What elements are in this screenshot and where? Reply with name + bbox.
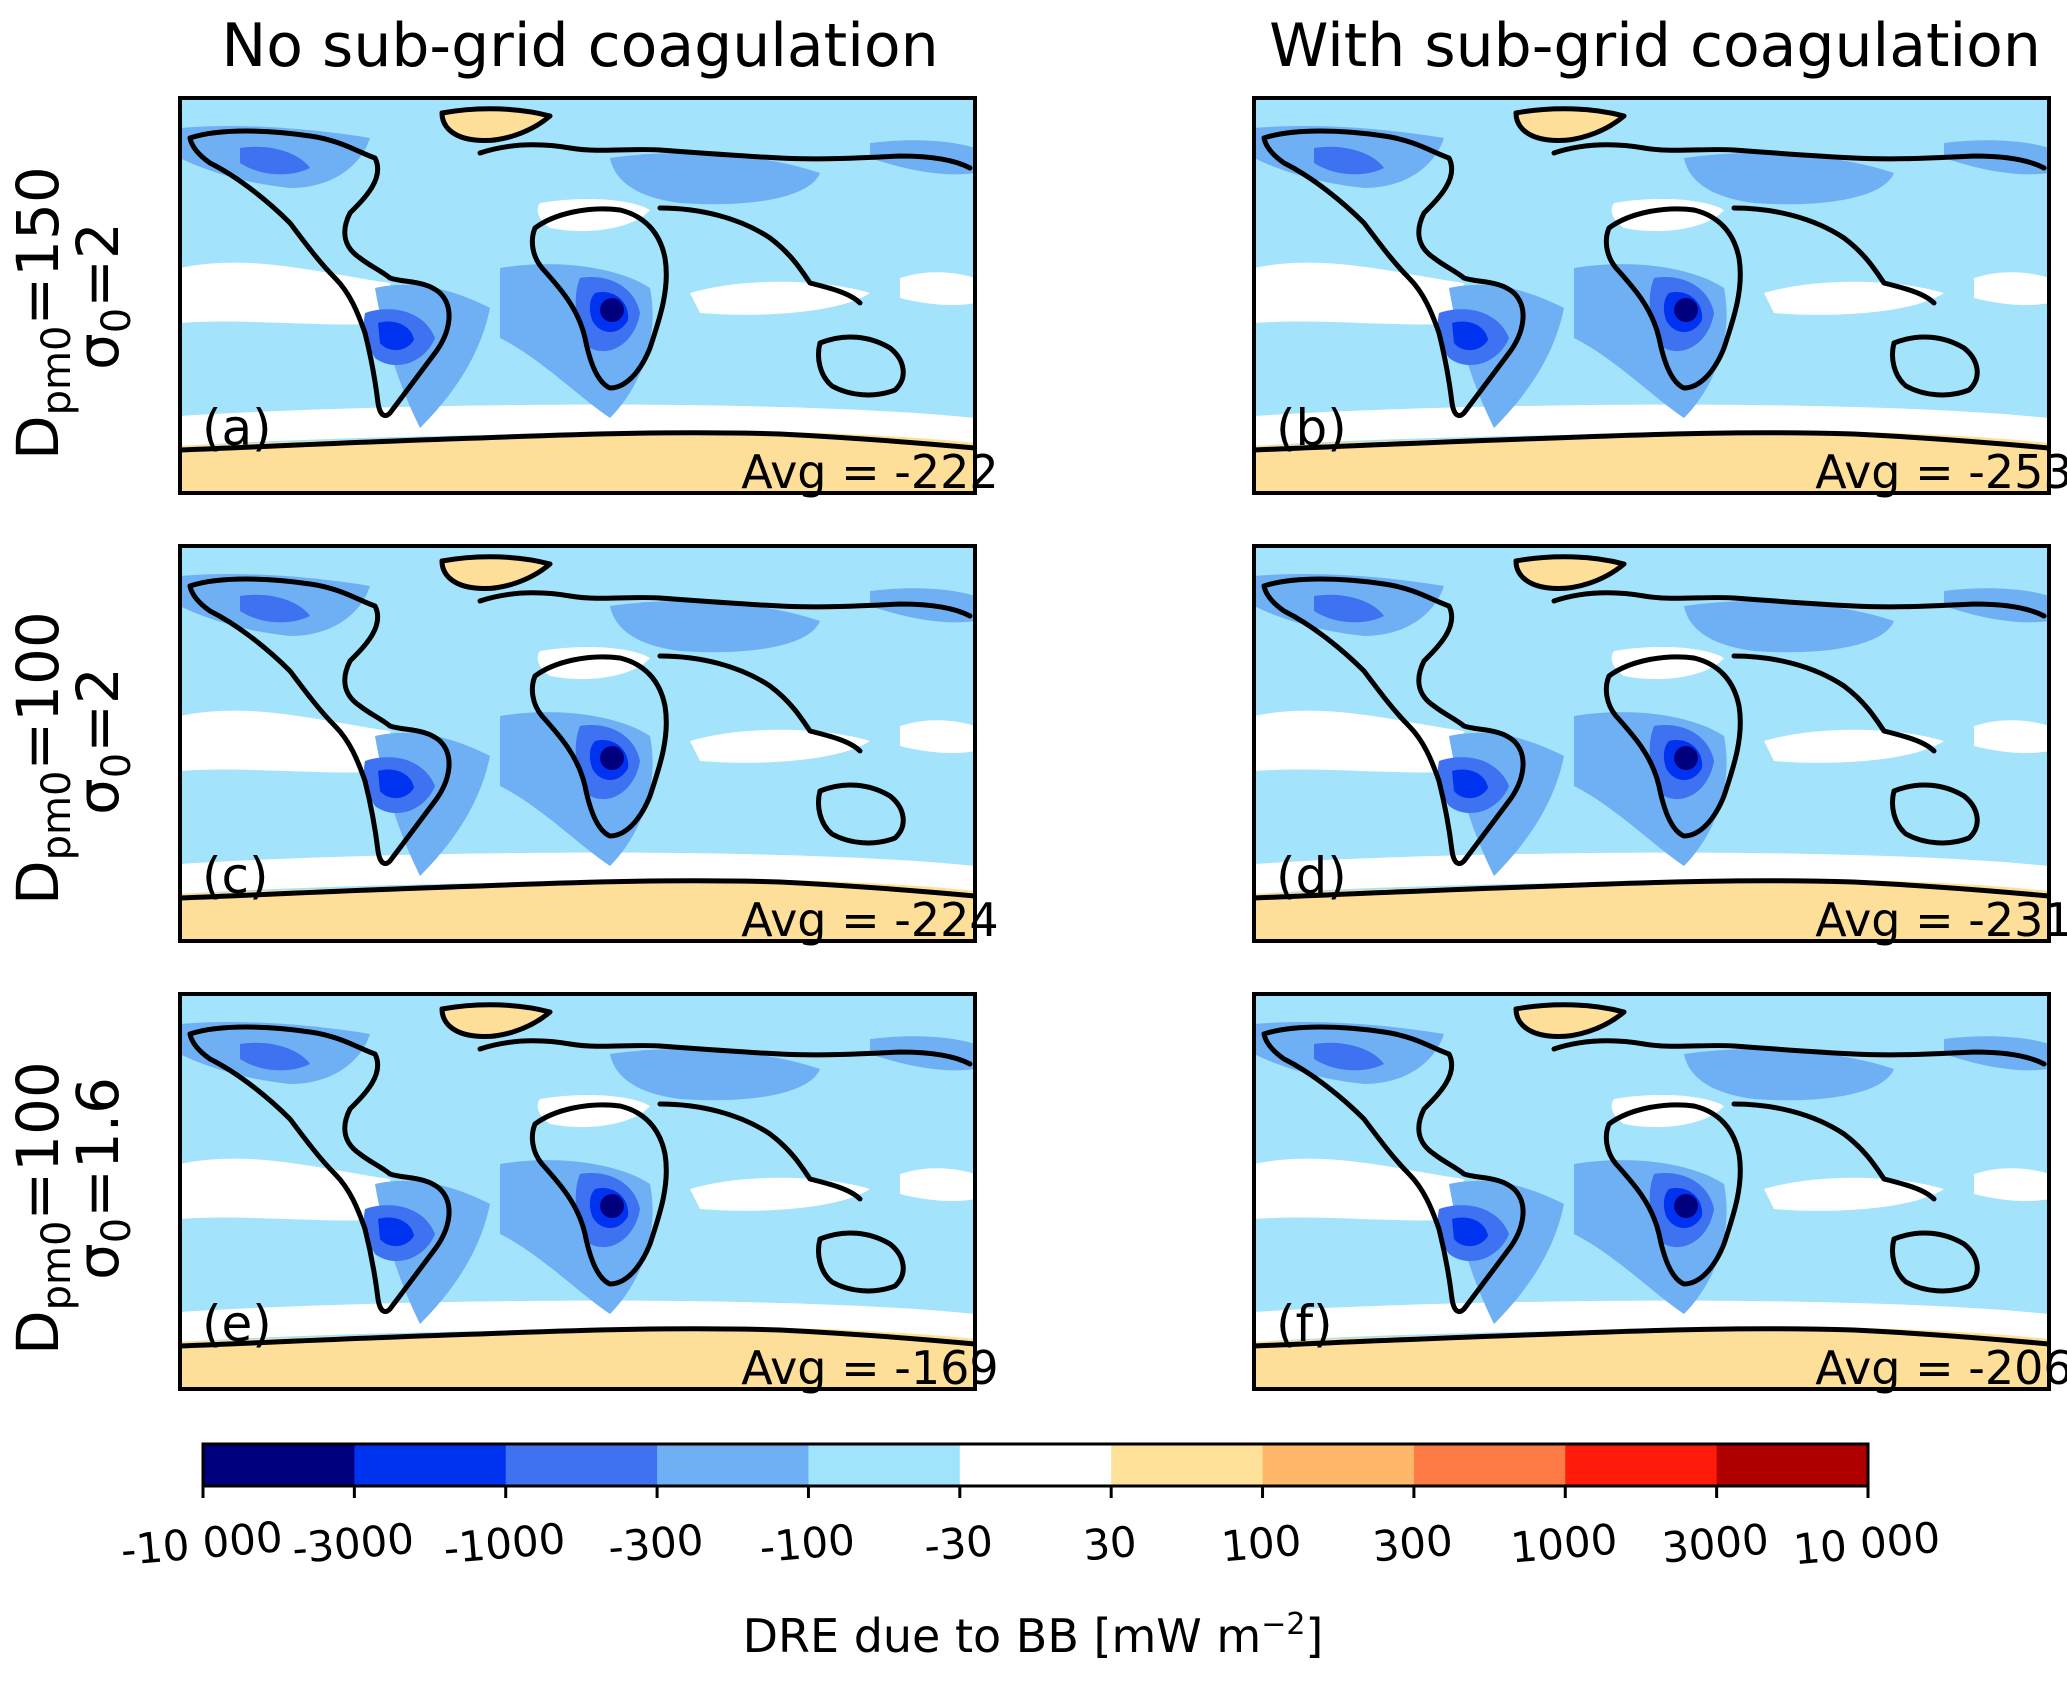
row-label-3: Dpm0=100 σ0=1.6 <box>4 1061 140 1355</box>
avg-value-a: Avg = -222 <box>741 445 998 499</box>
avg-value-f: Avg = -206 <box>1815 1341 2067 1395</box>
colorbar-label: DRE due to BB [mW m−2] <box>743 1607 1324 1663</box>
colorbar-tick-label: 300 <box>1371 1516 1455 1572</box>
svg-text:σ0=1.6: σ0=1.6 <box>64 1077 140 1280</box>
colorbar-swatch <box>657 1444 809 1486</box>
svg-text:Dpm0=100: Dpm0=100 <box>4 611 80 905</box>
colorbar-swatch <box>354 1444 507 1486</box>
svg-text:σ0=2: σ0=2 <box>64 667 140 815</box>
colorbar-tick-label: -10 000 <box>119 1512 285 1575</box>
colorbar-swatch <box>1262 1444 1415 1486</box>
colorbar-tick-label: 100 <box>1219 1516 1303 1572</box>
colorbar-tick-label: -30 <box>922 1516 995 1571</box>
panel-label-c: (c) <box>202 847 269 905</box>
avg-value-e: Avg = -169 <box>741 1341 998 1395</box>
panel-label-e: (e) <box>202 1295 272 1353</box>
map-panel-a: (a) Avg = -222 <box>180 98 999 499</box>
panel-label-b: (b) <box>1276 399 1347 457</box>
colorbar-swatch <box>203 1444 355 1486</box>
colorbar-swatch <box>1716 1444 1869 1486</box>
map-panel-e: (e) Avg = -169 <box>180 994 999 1395</box>
avg-value-b: Avg = -253 <box>1815 445 2067 499</box>
colorbar-tick-label: 3000 <box>1660 1514 1771 1572</box>
column-title-right: With sub-grid coagulation <box>1269 11 2041 81</box>
colorbar-tick-label: 1000 <box>1509 1514 1620 1572</box>
svg-text:Dpm0=150: Dpm0=150 <box>4 166 80 460</box>
column-title-left: No sub-grid coagulation <box>221 11 938 81</box>
colorbar-tick-label: -100 <box>758 1515 857 1572</box>
panel-label-d: (d) <box>1276 847 1347 905</box>
avg-value-d: Avg = -231 <box>1815 893 2067 947</box>
colorbar-tick-label: -300 <box>606 1515 705 1572</box>
svg-text:Dpm0=100: Dpm0=100 <box>4 1061 80 1355</box>
svg-text:σ0=2: σ0=2 <box>64 222 140 370</box>
map-panel-b: (b) Avg = -253 <box>1254 98 2067 499</box>
colorbar-swatch <box>505 1444 658 1486</box>
row-label-2: Dpm0=100 σ0=2 <box>4 611 140 905</box>
avg-value-c: Avg = -224 <box>741 893 998 947</box>
map-panel-d: (d) Avg = -231 <box>1254 546 2067 947</box>
row-label-1: Dpm0=150 σ0=2 <box>4 166 140 460</box>
colorbar-tick-label: 30 <box>1081 1517 1139 1570</box>
colorbar: -10 000 -3000 -1000 -300 -100 -30 30 100 300 1000… <box>119 1442 1942 1575</box>
colorbar-swatch <box>959 1444 1112 1486</box>
colorbar-tick-label: 10 000 <box>1791 1513 1942 1575</box>
panel-label-f: (f) <box>1276 1295 1333 1353</box>
colorbar-tick-label: -1000 <box>442 1514 568 1573</box>
colorbar-border <box>201 1442 1870 1488</box>
panel-label-a: (a) <box>202 399 272 457</box>
map-panel-f: (f) Avg = -206 <box>1254 994 2067 1395</box>
colorbar-tick-label: -3000 <box>290 1514 416 1573</box>
colorbar-swatch <box>1111 1444 1264 1486</box>
colorbar-swatch <box>808 1444 961 1486</box>
colorbar-swatch <box>1413 1444 1566 1486</box>
colorbar-swatch <box>1565 1444 1718 1486</box>
map-panel-c: (c) Avg = -224 <box>180 546 999 947</box>
